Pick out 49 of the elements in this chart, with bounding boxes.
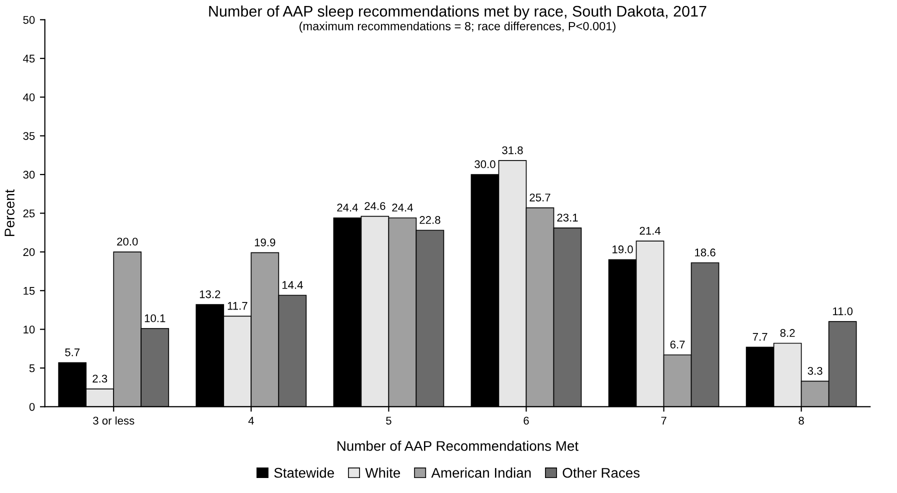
y-tick-label: 0: [29, 402, 35, 411]
data-label: 24.6: [364, 202, 386, 210]
data-label: 20.0: [117, 238, 138, 246]
y-tick-label: 5: [29, 364, 35, 372]
data-label: 18.6: [695, 248, 716, 256]
y-tick-label: 30: [23, 170, 35, 179]
y-tick-label: 20: [23, 248, 35, 256]
data-label: 22.8: [420, 216, 440, 224]
data-label: 10.1: [144, 314, 166, 322]
data-label: 25.7: [530, 194, 550, 202]
x-tick-label: 5: [386, 416, 392, 425]
data-label: 6.7: [670, 340, 685, 349]
data-label: 11.0: [833, 307, 853, 316]
data-label: 5.7: [65, 348, 80, 356]
chart-title: Number of AAP sleep recommendations met by race, South Dakota, 2017: [209, 5, 706, 20]
x-tick-label: 7: [661, 416, 666, 424]
x-tick-label: 6: [524, 416, 529, 425]
legend-label: White: [365, 468, 400, 478]
data-label: 14.4: [282, 281, 303, 289]
y-tick-label: 40: [23, 93, 35, 102]
x-tick-label: 3 or less: [93, 416, 134, 425]
data-label: 8.2: [780, 329, 795, 337]
data-label: 2.3: [92, 374, 108, 383]
data-label: 7.7: [752, 333, 768, 341]
data-label: 24.4: [392, 204, 413, 212]
y-tick-label: 45: [23, 54, 35, 63]
y-axis-title: Percent: [4, 189, 14, 236]
y-tick-label: 25: [23, 209, 35, 218]
legend-label: Statewide: [274, 468, 334, 478]
data-label: 13.2: [200, 290, 220, 298]
legend-label: American Indian: [431, 468, 531, 478]
legend-label: Other Races: [562, 468, 640, 478]
x-tick-label: 8: [798, 416, 804, 425]
chart-subtitle: (maximum recommendations = 8; race differences, P<0.001): [300, 22, 616, 33]
y-tick-label: 15: [24, 287, 35, 295]
data-label: 21.4: [640, 226, 661, 235]
y-tick-label: 35: [23, 132, 35, 140]
data-label: 24.4: [337, 204, 358, 212]
data-label: 23.1: [557, 214, 578, 222]
data-label: 30.0: [474, 160, 496, 168]
data-label: 19.9: [254, 238, 276, 246]
y-tick-label: 50: [23, 16, 35, 24]
y-tick-label: 10: [24, 326, 35, 334]
data-label: 31.8: [502, 146, 523, 154]
x-axis-title: Number of AAP Recommendations Met: [338, 440, 578, 451]
x-tick-label: 4: [248, 416, 254, 424]
data-label: 3.3: [808, 366, 822, 375]
data-label: 19.0: [612, 245, 633, 254]
data-label: 11.7: [228, 302, 248, 310]
